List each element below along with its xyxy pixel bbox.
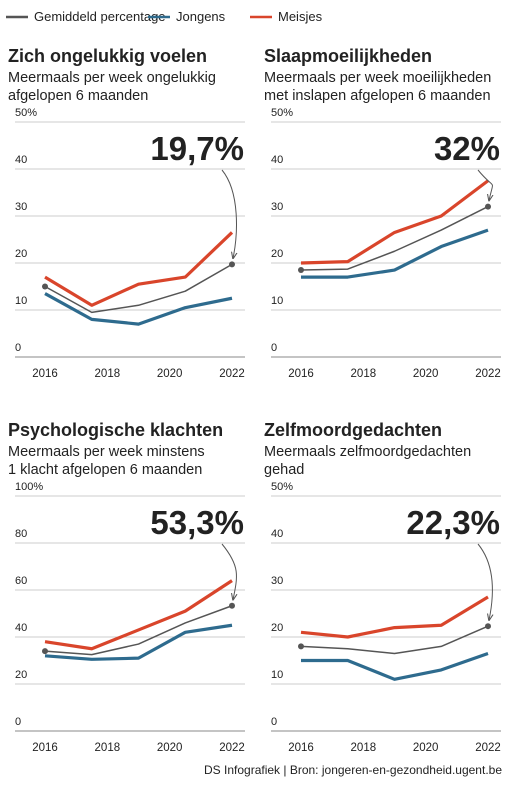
- annotation: 19,7%: [150, 130, 244, 167]
- y-tick-label: 10: [271, 669, 283, 681]
- y-tick-label: 80: [15, 528, 27, 540]
- annotation-arrow: [221, 543, 236, 600]
- y-tick-label: 50%: [271, 107, 293, 119]
- y-tick-label: 20: [271, 622, 283, 634]
- y-tick-label: 30: [271, 575, 283, 587]
- y-tick-label: 20: [15, 248, 27, 260]
- y-tick-label: 20: [271, 248, 283, 260]
- series-line: [44, 231, 234, 307]
- legend-label: Meisjes: [278, 9, 323, 24]
- legend-label: Gemiddeld percentage: [34, 9, 166, 24]
- x-tick-label: 2022: [219, 368, 245, 380]
- x-tick-label: 2018: [351, 368, 377, 380]
- x-tick-label: 2020: [157, 742, 183, 754]
- chart-title: Zich ongelukkig voelen: [8, 46, 207, 66]
- series-line: [44, 605, 233, 656]
- series-line: [301, 228, 489, 279]
- y-tick-label: 100%: [15, 481, 43, 493]
- chart-subtitle: Meermaals zelfmoordgedachten: [264, 444, 471, 460]
- chart-title: Zelfmoordgedachten: [264, 420, 442, 440]
- annotation: 53,3%: [150, 504, 244, 541]
- y-tick-label: 60: [15, 575, 27, 587]
- chart-subtitle: Meermaals per week moeilijkheden: [264, 70, 491, 86]
- x-tick-label: 2022: [475, 368, 501, 380]
- y-tick-label: 50%: [15, 107, 37, 119]
- series-line: [300, 595, 489, 639]
- x-tick-label: 2018: [351, 742, 377, 754]
- chart-title: Slaapmoeilijkheden: [264, 46, 432, 66]
- y-tick-label: 0: [15, 716, 21, 728]
- x-tick-label: 2016: [288, 368, 314, 380]
- y-tick-label: 0: [271, 342, 277, 354]
- legend-label: Jongens: [176, 9, 226, 24]
- point: [298, 267, 304, 274]
- y-tick-label: 10: [271, 295, 283, 307]
- x-tick-label: 2020: [157, 368, 183, 380]
- chart-subtitle: afgelopen 6 maanden: [8, 88, 148, 104]
- y-tick-label: 20: [15, 669, 27, 681]
- point: [229, 261, 235, 268]
- y-tick-label: 40: [15, 154, 27, 166]
- annotation-arrow: [477, 169, 492, 201]
- point: [42, 283, 48, 290]
- x-tick-label: 2022: [219, 742, 245, 754]
- x-tick-label: 2020: [413, 742, 439, 754]
- y-tick-label: 40: [15, 622, 27, 634]
- x-tick-label: 2016: [32, 742, 58, 754]
- chart-subtitle: 1 klacht afgelopen 6 maanden: [8, 462, 202, 478]
- point: [485, 623, 491, 630]
- chart-title: Psychologische klachten: [8, 420, 223, 440]
- point: [229, 602, 235, 609]
- annotation-arrow: [221, 169, 236, 258]
- x-tick-label: 2022: [475, 742, 501, 754]
- annotation: 22,3%: [406, 504, 500, 541]
- series-line: [44, 623, 233, 661]
- chart-subtitle: Meermaals per week minstens: [8, 444, 205, 460]
- series-line: [300, 625, 489, 655]
- series-line: [44, 292, 233, 326]
- y-tick-label: 30: [271, 201, 283, 213]
- x-tick-label: 2020: [413, 368, 439, 380]
- y-tick-label: 40: [271, 154, 283, 166]
- x-tick-label: 2018: [95, 742, 121, 754]
- point: [42, 648, 48, 655]
- x-tick-label: 2018: [95, 368, 121, 380]
- y-tick-label: 30: [15, 201, 27, 213]
- series-line: [44, 579, 233, 651]
- series-line: [300, 179, 489, 265]
- series-line: [44, 263, 233, 314]
- x-tick-label: 2016: [32, 368, 58, 380]
- chart-subtitle: met inslapen afgelopen 6 maanden: [264, 88, 491, 104]
- y-tick-label: 0: [271, 716, 277, 728]
- y-tick-label: 50%: [271, 481, 293, 493]
- annotation-arrow: [477, 543, 492, 620]
- series-line: [301, 651, 489, 681]
- chart-subtitle: gehad: [264, 462, 304, 478]
- source: DS Infografiek | Bron: jongeren-en-gezon…: [204, 763, 502, 777]
- annotation: 32%: [434, 130, 500, 167]
- y-tick-label: 10: [15, 295, 27, 307]
- y-tick-label: 0: [15, 342, 21, 354]
- y-tick-label: 40: [271, 528, 283, 540]
- point: [485, 203, 491, 210]
- x-tick-label: 2016: [288, 742, 314, 754]
- point: [298, 643, 304, 650]
- chart-subtitle: Meermaals per week ongelukkig: [8, 70, 216, 86]
- series-line: [300, 205, 489, 271]
